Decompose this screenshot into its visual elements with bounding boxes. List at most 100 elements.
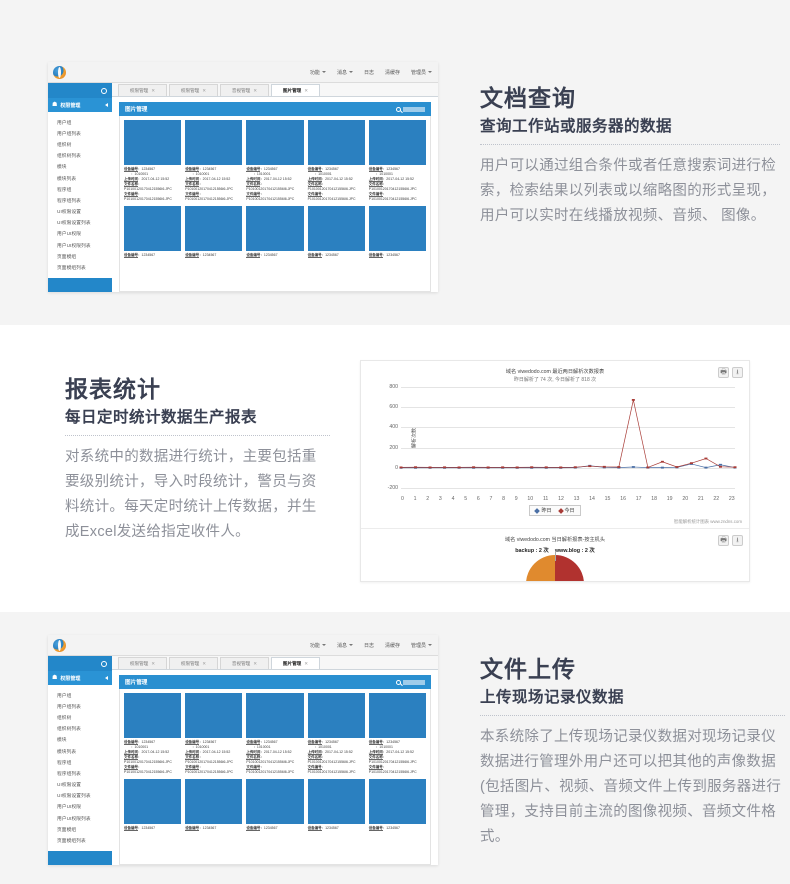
thumbnail-cell[interactable]: 设备编号：1234567: [185, 206, 243, 259]
tab-2[interactable]: 音视管理 ✕: [220, 657, 269, 669]
thumbnail-image[interactable]: [246, 693, 304, 738]
legend-item-昨日[interactable]: 昨日: [534, 507, 552, 514]
thumbnail-cell[interactable]: 设备编号：1234567 ：1010001 上传时间：2017-04-12 15:5…: [246, 693, 304, 775]
sidebar-item-13[interactable]: 页面模组列表: [48, 835, 112, 846]
sidebar-item-7[interactable]: 程序组列表: [48, 195, 112, 206]
thumbnail-image[interactable]: [124, 779, 182, 825]
thumbnail-image[interactable]: [124, 120, 182, 165]
thumbnail-image[interactable]: [124, 693, 182, 738]
sidebar-item-8[interactable]: UI权限设置: [48, 780, 112, 791]
top-menu-item-admin[interactable]: 管理员: [411, 69, 432, 76]
thumbnail-cell[interactable]: 设备编号：1234567: [124, 206, 182, 259]
thumbnail-cell[interactable]: 设备编号：1234567: [124, 779, 182, 832]
top-menu-item-function[interactable]: 功能: [310, 642, 326, 649]
sidebar-item-12[interactable]: 页面模组: [48, 251, 112, 262]
close-icon[interactable]: ✕: [151, 87, 156, 93]
sidebar-section-permission[interactable]: ☗ 权限管理: [48, 671, 112, 685]
sidebar-item-2[interactable]: 组织树: [48, 712, 112, 723]
download-icon[interactable]: ⭳: [732, 535, 743, 546]
search-icon[interactable]: [396, 106, 401, 112]
top-menu-item-admin[interactable]: 管理员: [411, 642, 432, 649]
close-icon[interactable]: ✕: [304, 87, 309, 93]
sidebar-item-5[interactable]: 模块列表: [48, 173, 112, 184]
legend-item-今日[interactable]: 今日: [557, 507, 575, 514]
thumbnail-cell[interactable]: 设备编号：1234567: [368, 779, 426, 832]
thumbnail-image[interactable]: [185, 120, 243, 165]
top-menu-item-message[interactable]: 消息: [337, 69, 353, 76]
close-icon[interactable]: ✕: [202, 87, 207, 93]
collapse-circle-icon[interactable]: [101, 87, 107, 94]
thumbnail-cell[interactable]: 设备编号：1234567 ：1010001 上传时间：2017-04-12 15:5…: [246, 120, 304, 202]
thumbnail-image[interactable]: [307, 120, 365, 165]
sidebar-item-5[interactable]: 模块列表: [48, 746, 112, 757]
sidebar-collapse-bar[interactable]: [48, 656, 112, 671]
sidebar-item-3[interactable]: 组织树列表: [48, 724, 112, 735]
tab-0[interactable]: 权限管理 ✕: [118, 657, 167, 669]
thumbnail-cell[interactable]: 设备编号：1234567 ：1010001 上传时间：2017-04-12 15:5…: [185, 693, 243, 775]
sidebar-item-10[interactable]: 用户UI权限: [48, 229, 112, 240]
close-icon[interactable]: ✕: [253, 660, 258, 666]
close-icon[interactable]: ✕: [151, 660, 156, 666]
thumbnail-image[interactable]: [246, 206, 304, 252]
tab-1[interactable]: 权限管理 ✕: [169, 657, 218, 669]
panel-search[interactable]: [396, 679, 425, 685]
thumbnail-image[interactable]: [246, 120, 304, 165]
thumbnail-cell[interactable]: 设备编号：1234567: [246, 206, 304, 259]
top-menu-item-log[interactable]: 日志: [364, 642, 374, 649]
thumbnail-image[interactable]: [124, 206, 182, 252]
sidebar-item-4[interactable]: 模块: [48, 162, 112, 173]
tab-1[interactable]: 权限管理 ✕: [169, 84, 218, 96]
tab-2[interactable]: 音视管理 ✕: [220, 84, 269, 96]
sidebar-item-13[interactable]: 页面模组列表: [48, 262, 112, 273]
tab-3[interactable]: 图片管理 ✕: [271, 657, 320, 669]
top-menu-item-clear-cache[interactable]: 清缓存: [385, 69, 400, 76]
thumbnail-cell[interactable]: 设备编号：1234567: [368, 206, 426, 259]
thumbnail-image[interactable]: [307, 206, 365, 252]
thumbnail-image[interactable]: [368, 120, 426, 165]
sidebar-item-8[interactable]: UI权限设置: [48, 207, 112, 218]
sidebar-item-0[interactable]: 用户组: [48, 690, 112, 701]
sidebar-item-11[interactable]: 用户UI权限列表: [48, 813, 112, 824]
sidebar-item-1[interactable]: 用户组列表: [48, 701, 112, 712]
thumbnail-image[interactable]: [307, 693, 365, 738]
print-icon[interactable]: 🖶: [718, 535, 729, 546]
thumbnail-cell[interactable]: 设备编号：1234567 ：1010001 上传时间：2017-04-12 15:5…: [307, 693, 365, 775]
sidebar-item-9[interactable]: UI权限设置列表: [48, 791, 112, 802]
thumbnail-cell[interactable]: 设备编号：1234567: [185, 779, 243, 832]
thumbnail-image[interactable]: [185, 693, 243, 738]
sidebar-item-11[interactable]: 用户UI权限列表: [48, 240, 112, 251]
thumbnail-cell[interactable]: 设备编号：1234567 ：1010001 上传时间：2017-04-12 15:5…: [307, 120, 365, 202]
thumbnail-cell[interactable]: 设备编号：1234567 ：1010001 上传时间：2017-04-12 15:5…: [368, 693, 426, 775]
thumbnail-cell[interactable]: 设备编号：1234567 ：1010001 上传时间：2017-04-12 15:5…: [368, 120, 426, 202]
sidebar-item-6[interactable]: 程序组: [48, 757, 112, 768]
thumbnail-cell[interactable]: 设备编号：1234567 ：1010001 上传时间：2017-04-12 15:5…: [124, 693, 182, 775]
thumbnail-image[interactable]: [185, 779, 243, 825]
sidebar-item-12[interactable]: 页面模组: [48, 824, 112, 835]
sidebar-collapse-bar[interactable]: [48, 83, 112, 98]
tab-0[interactable]: 权限管理 ✕: [118, 84, 167, 96]
download-icon[interactable]: ⭳: [732, 367, 743, 378]
top-menu-item-function[interactable]: 功能: [310, 69, 326, 76]
thumbnail-cell[interactable]: 设备编号：1234567: [307, 779, 365, 832]
thumbnail-cell[interactable]: 设备编号：1234567: [307, 206, 365, 259]
close-icon[interactable]: ✕: [202, 660, 207, 666]
thumbnail-image[interactable]: [185, 206, 243, 252]
sidebar-item-6[interactable]: 程序组: [48, 184, 112, 195]
collapse-circle-icon[interactable]: [101, 660, 107, 667]
search-input[interactable]: [403, 679, 425, 685]
top-menu-item-log[interactable]: 日志: [364, 69, 374, 76]
thumbnail-image[interactable]: [246, 779, 304, 825]
search-input[interactable]: [403, 106, 425, 112]
sidebar-item-4[interactable]: 模块: [48, 735, 112, 746]
sidebar-item-10[interactable]: 用户UI权限: [48, 802, 112, 813]
thumbnail-cell[interactable]: 设备编号：1234567 ：1010001 上传时间：2017-04-12 15:5…: [124, 120, 182, 202]
sidebar-item-9[interactable]: UI权限设置列表: [48, 218, 112, 229]
sidebar-section-permission[interactable]: ☗ 权限管理: [48, 98, 112, 112]
search-icon[interactable]: [396, 679, 401, 685]
thumbnail-cell[interactable]: 设备编号：1234567 ：1010001 上传时间：2017-04-12 15:5…: [185, 120, 243, 202]
close-icon[interactable]: ✕: [253, 87, 258, 93]
sidebar-item-2[interactable]: 组织树: [48, 139, 112, 150]
thumbnail-cell[interactable]: 设备编号：1234567: [246, 779, 304, 832]
thumbnail-image[interactable]: [307, 779, 365, 825]
print-icon[interactable]: 🖶: [718, 367, 729, 378]
